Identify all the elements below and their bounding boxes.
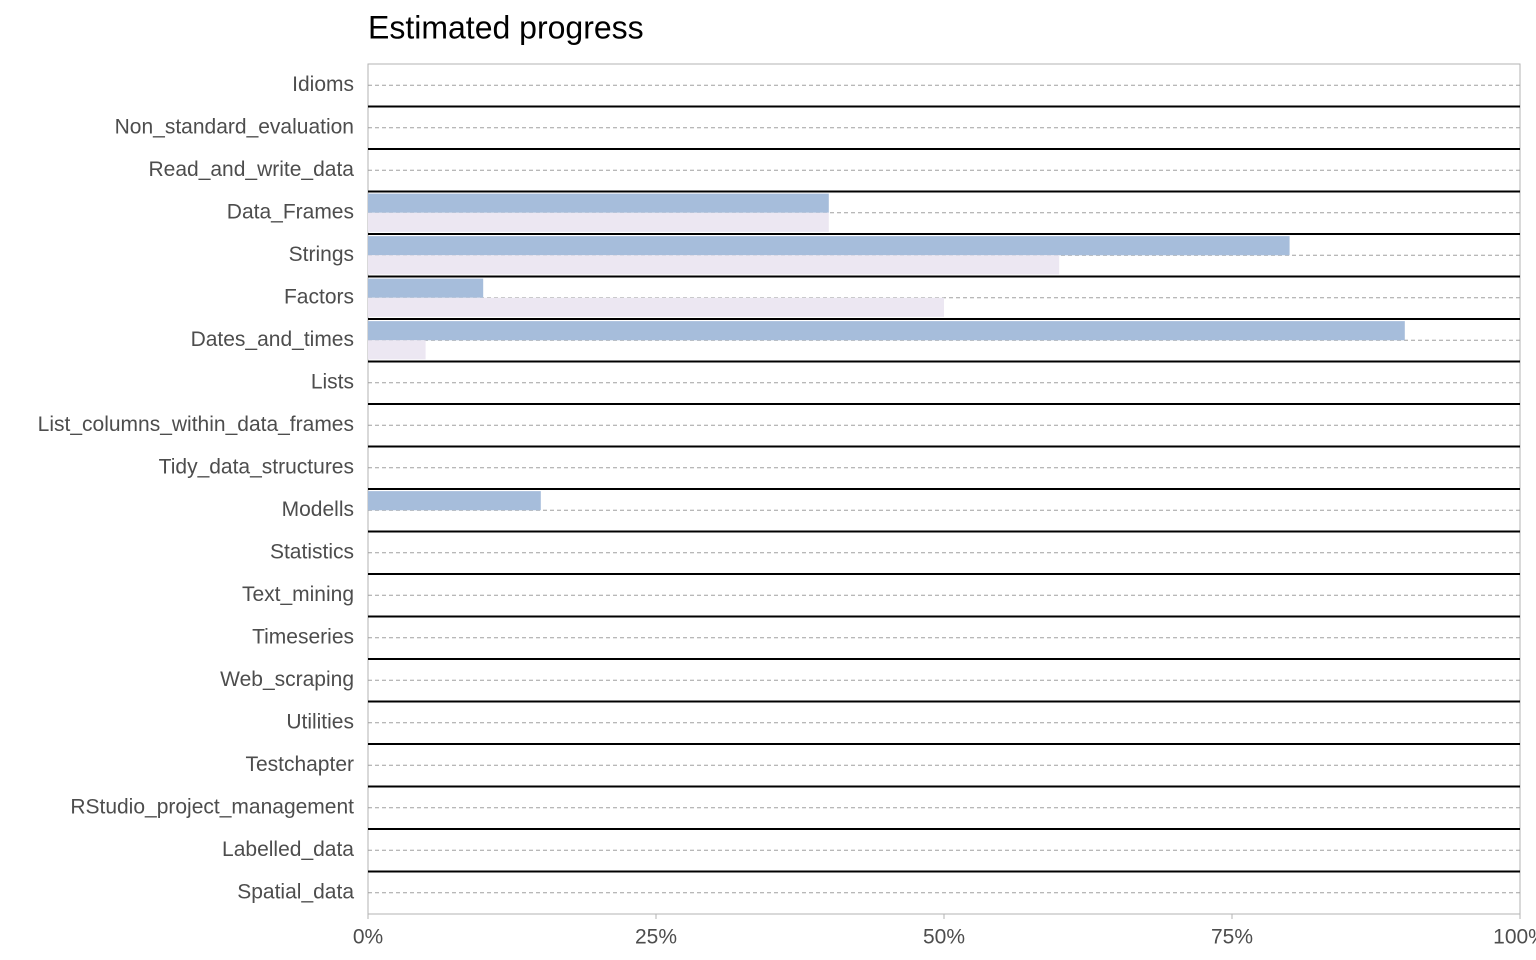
bar — [368, 212, 829, 232]
y-tick-label: Spatial_data — [237, 880, 354, 903]
x-tick-label: 100% — [1493, 926, 1536, 949]
y-tick-label: List_columns_within_data_frames — [38, 413, 354, 436]
y-tick-label: Timeseries — [252, 625, 354, 648]
y-tick-label: Idioms — [292, 73, 354, 96]
x-tick-label: 75% — [1211, 926, 1253, 949]
y-tick-label: Web_scraping — [220, 668, 354, 691]
y-tick-label: Labelled_data — [222, 838, 354, 861]
y-tick-label: Factors — [284, 285, 354, 308]
bar — [368, 278, 484, 298]
y-tick-label: Modells — [282, 498, 354, 521]
bar — [368, 321, 1405, 341]
x-tick-label: 25% — [635, 926, 677, 949]
y-tick-label: Strings — [289, 243, 354, 266]
x-tick-label: 50% — [923, 926, 965, 949]
y-tick-label: Non_standard_evaluation — [115, 115, 354, 138]
y-tick-label: Statistics — [270, 540, 354, 563]
bar — [368, 255, 1060, 275]
chart-title: Estimated progress — [368, 9, 644, 45]
y-tick-label: Dates_and_times — [191, 328, 354, 351]
bar — [368, 236, 1290, 256]
y-tick-label: Text_mining — [242, 583, 354, 606]
y-tick-label: Utilities — [286, 710, 354, 733]
bar — [368, 193, 829, 213]
bar — [368, 340, 426, 360]
y-tick-label: Data_Frames — [227, 200, 354, 223]
x-tick-label: 0% — [353, 926, 383, 949]
y-tick-label: Read_and_write_data — [149, 158, 355, 181]
y-tick-label: Lists — [311, 370, 354, 393]
y-tick-label: RStudio_project_management — [70, 795, 354, 818]
y-tick-label: Tidy_data_structures — [159, 455, 354, 478]
bar — [368, 491, 541, 511]
y-tick-label: Testchapter — [245, 753, 354, 776]
bar — [368, 297, 944, 317]
